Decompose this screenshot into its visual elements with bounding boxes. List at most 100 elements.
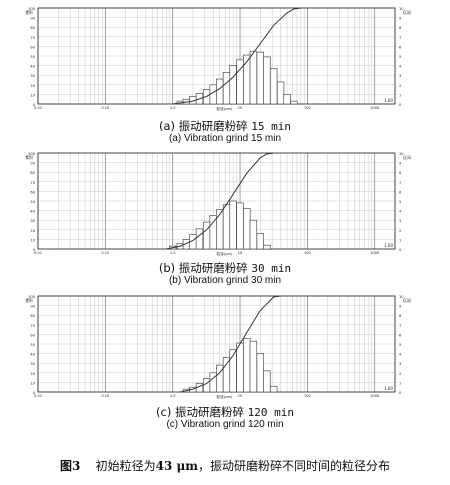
y-left-tick-label: 90	[30, 162, 35, 166]
histogram-bar	[236, 342, 244, 393]
y-right-tick-label: 8	[399, 314, 402, 318]
histogram-bar	[222, 72, 231, 105]
histogram-bar	[283, 94, 291, 105]
y-left-tick-label: 40	[30, 210, 35, 214]
histogram-bar	[203, 221, 211, 250]
y-right-tick-label: 5	[399, 200, 401, 204]
y-left-tick-label: 20	[30, 229, 35, 233]
histogram-bar	[276, 81, 285, 105]
y-left-tick-label: 60	[30, 190, 35, 194]
caption-en-a: (a) Vibration grind 15 min	[168, 133, 282, 144]
y-left-tick-label: 80	[30, 171, 35, 175]
y-right-tick-label: 7	[399, 36, 401, 40]
y-right-tick-label: 4	[399, 65, 402, 69]
caption-cn-time: 15 min	[251, 120, 292, 133]
y-right-tick-label: 6	[399, 333, 402, 337]
histogram-bar	[222, 204, 231, 250]
histogram-bar	[229, 65, 237, 105]
right-axis-label: 区间	[403, 155, 411, 160]
y-left-tick-label: 80	[30, 314, 35, 318]
histogram-bar	[263, 56, 271, 105]
y-left-tick-label: 0	[33, 391, 36, 395]
cumulative-curve	[172, 7, 301, 105]
plot-area	[37, 7, 396, 105]
histogram-bar	[195, 228, 204, 250]
x-tick-label: 100	[304, 394, 312, 398]
y-left-tick-label: 70	[30, 181, 35, 185]
y-left-tick-label: 30	[30, 74, 35, 78]
y-right-tick-label: 0	[399, 248, 402, 252]
y-left-tick-label: 30	[30, 219, 35, 223]
histogram-bar	[256, 353, 264, 393]
y-left-tick-label: 60	[30, 333, 35, 337]
y-left-tick-label: 60	[30, 45, 35, 49]
x-tick-label: 100	[304, 251, 312, 255]
figure-prefix: 初始粒径为	[95, 459, 156, 473]
y-right-tick-label: 8	[399, 26, 402, 30]
y-right-tick-label: 9	[399, 17, 402, 21]
x-tick-label: 1.0	[170, 394, 176, 398]
y-right-tick-label: 3	[399, 362, 401, 366]
histogram-bar	[249, 340, 258, 393]
right-axis-label: 区间	[403, 10, 411, 15]
y-left-tick-label: 100	[28, 295, 36, 299]
x-tick-label: 10	[238, 394, 243, 398]
y-left-tick-label: 30	[30, 362, 35, 366]
y-left-tick-label: 10	[30, 381, 35, 385]
caption-en-c: (c) Vibration grind 120 min	[166, 419, 284, 430]
y-left-tick-label: 50	[30, 200, 35, 204]
x-tick-label: 1000	[370, 251, 380, 255]
caption-en-b: (b) Vibration grind 30 min	[168, 275, 282, 286]
histogram-bar	[270, 68, 278, 105]
y-right-tick-label: 7	[399, 324, 401, 328]
x-tick-label: 1000	[370, 394, 380, 398]
y-left-tick-label: 40	[30, 65, 35, 69]
cumulative-curve	[180, 295, 281, 393]
x-tick-label: 1000	[370, 106, 380, 110]
histogram-bar	[243, 337, 251, 393]
y-right-tick-label: 0	[399, 103, 402, 107]
y-left-tick-label: 20	[30, 372, 35, 376]
x-tick-label: 1.0	[170, 106, 176, 110]
histogram-bar	[216, 209, 224, 250]
y-right-tick-label: 3	[399, 74, 401, 78]
histogram-bar	[290, 100, 298, 105]
caption-cn-prefix: (c) 振动研磨粉碎	[156, 405, 244, 419]
caption-cn-b: (b) 振动研磨粉碎 30 min	[0, 260, 450, 276]
y-left-tick-label: 0	[33, 248, 36, 252]
y-right-tick-label: 9	[399, 305, 402, 309]
y-left-tick-label: 50	[30, 55, 35, 59]
x-tick-label: 0.10	[101, 394, 110, 398]
histogram-bar	[236, 202, 244, 250]
histogram-bar	[263, 370, 271, 393]
y-right-tick-label: 9	[399, 162, 402, 166]
histogram-bar	[209, 215, 217, 250]
cumulative-curve	[166, 152, 275, 250]
right-axis-label: 区间	[403, 298, 411, 303]
left-axis-label: 累积	[25, 298, 33, 303]
y-right-tick-label: 6	[399, 45, 402, 49]
histogram-bar	[270, 385, 278, 393]
y-left-tick-label: 50	[30, 343, 35, 347]
y-right-tick-label: 2	[399, 372, 401, 376]
x-axis-label: 粒径(μm)	[217, 394, 233, 399]
x-tick-label: 10	[238, 251, 243, 255]
caption-cn-c: (c) 振动研磨粉碎 120 min	[0, 404, 450, 420]
x-tick-label: 0.01	[34, 394, 42, 398]
y-left-tick-label: 10	[30, 238, 35, 242]
figure-label: 图3	[59, 459, 81, 473]
x-tick-label: 0.01	[34, 251, 42, 255]
histogram-bar	[243, 208, 251, 250]
caption-cn-prefix: (b) 振动研磨粉碎	[158, 261, 248, 275]
y-right-tick-label: 8	[399, 171, 402, 175]
y-right-tick-label: 10	[399, 152, 404, 156]
histogram-bar	[263, 244, 271, 250]
left-axis-label: 累积	[25, 10, 33, 15]
caption-cn-a: (a) 振动研磨粉碎 15 min	[0, 118, 450, 134]
histogram-bar	[229, 200, 237, 250]
caption-cn-prefix: (a) 振动研磨粉碎	[158, 119, 248, 133]
y-left-tick-label: 90	[30, 305, 35, 309]
x-axis-label: 粒径(μm)	[217, 106, 233, 111]
